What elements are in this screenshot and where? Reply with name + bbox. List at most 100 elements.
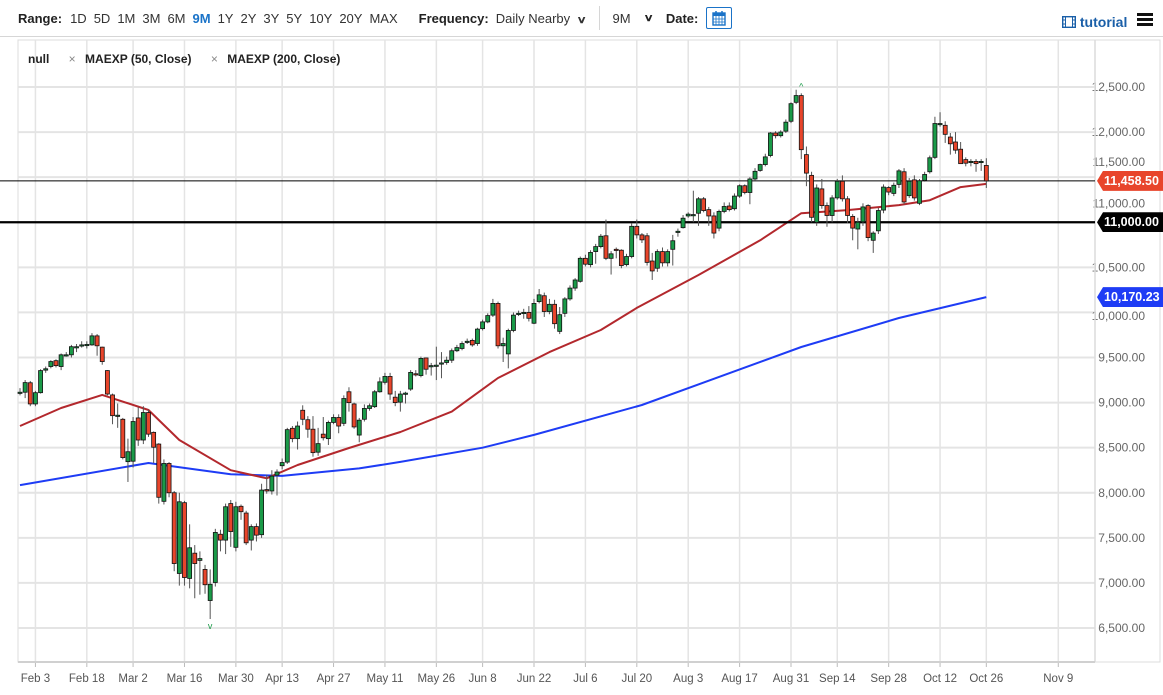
candle-up — [737, 184, 742, 198]
candle-body — [63, 354, 69, 357]
range-button-10y[interactable]: 10Y — [309, 10, 333, 26]
candle-body — [84, 344, 90, 347]
candle-down — [351, 402, 357, 429]
candle-up — [752, 168, 758, 181]
candle-down — [336, 414, 342, 434]
candle-up — [449, 348, 455, 363]
candle-up — [572, 278, 578, 291]
x-tick-label: Apr 27 — [317, 673, 351, 685]
candle-body — [351, 403, 357, 428]
toolbar: Range: 1D 5D 1M 3M 6M 9M 1Y 2Y 3Y 5Y 10Y 20Y MAX Fre… — [0, 0, 1163, 37]
range-button-3y[interactable]: 3Y — [263, 10, 280, 26]
range-button-2y[interactable]: 2Y — [240, 10, 257, 26]
y-tick-label: 7,000.00 — [1098, 576, 1145, 590]
candle-down — [495, 301, 501, 349]
candle-body — [793, 95, 799, 103]
candle-up — [38, 369, 43, 394]
candle-up — [485, 313, 491, 324]
frequency-dropdown[interactable]: Daily Nearby ∨ — [496, 11, 587, 26]
candle-down — [711, 212, 717, 239]
candle-body — [906, 180, 912, 197]
range-button-3m[interactable]: 3M — [142, 10, 161, 26]
y-tick-label: 10,500.00 — [1092, 260, 1146, 274]
candle-body — [238, 505, 244, 513]
range-button-1y[interactable]: 1Y — [217, 10, 234, 26]
candle-up — [212, 528, 218, 587]
candle-body — [726, 205, 732, 211]
candle-up — [197, 551, 203, 595]
candle-up — [829, 195, 835, 223]
candle-down — [649, 252, 655, 280]
candle-body — [500, 343, 506, 347]
candle-down — [953, 132, 958, 154]
candle-body — [469, 339, 475, 346]
candle-body — [511, 314, 516, 331]
candle-body — [377, 381, 383, 393]
candle-up — [875, 207, 881, 234]
candle-down — [942, 121, 948, 143]
candle-down — [238, 504, 244, 520]
candle-up — [223, 503, 229, 555]
range-button-9m[interactable]: 9M — [192, 10, 211, 26]
range-button-6m[interactable]: 6M — [167, 10, 186, 26]
candle-body — [706, 209, 712, 217]
candle-body — [156, 443, 162, 498]
range-button-20y[interactable]: 20Y — [339, 10, 363, 26]
candle-down — [706, 206, 712, 226]
date-picker-button[interactable] — [706, 7, 733, 29]
candle-body — [958, 148, 964, 165]
range-button-5y[interactable]: 5Y — [286, 10, 303, 26]
candle-body — [917, 180, 922, 204]
ma200-value-tag: 10,170.23 — [1097, 287, 1163, 308]
range-button-1d[interactable]: 1D — [70, 10, 87, 26]
candle-down — [824, 202, 830, 227]
candle-body — [896, 170, 902, 185]
candle-down — [845, 196, 850, 224]
candle-up — [814, 184, 820, 226]
candle-body — [973, 160, 979, 165]
candle-body — [341, 398, 347, 424]
range-button-max[interactable]: MAX — [369, 10, 398, 26]
candle-body — [459, 343, 465, 349]
y-tick-label: 9,500.00 — [1098, 351, 1145, 365]
candle-body — [809, 174, 814, 218]
candle-body — [315, 443, 321, 453]
candle-body — [598, 235, 604, 248]
remove-ma50-icon[interactable]: × — [68, 52, 76, 66]
candle-body — [552, 303, 557, 325]
candle-down — [613, 247, 619, 259]
candle-up — [187, 524, 193, 589]
x-tick-label: Jul 20 — [621, 673, 652, 685]
candle-up — [295, 421, 300, 450]
range-button-1m[interactable]: 1M — [117, 10, 136, 26]
candle-up — [896, 169, 902, 188]
candle-up — [279, 458, 285, 470]
hamburger-menu-icon[interactable] — [1137, 13, 1153, 28]
candle-body — [881, 186, 886, 211]
candle-up — [716, 209, 722, 232]
candle-down — [726, 202, 732, 212]
range-button-5d[interactable]: 5D — [93, 10, 111, 26]
candle-body — [331, 417, 336, 423]
candle-down — [192, 545, 198, 599]
x-tick-label: May 11 — [367, 673, 404, 685]
y-tick-label: 7,500.00 — [1098, 531, 1145, 545]
tutorial-link[interactable]: tutorial — [1061, 14, 1127, 30]
candle-down — [963, 157, 969, 167]
candle-body — [310, 428, 316, 454]
period-dropdown[interactable]: 9M ∨ — [612, 11, 653, 26]
candle-down — [413, 370, 419, 377]
candle-body — [279, 462, 285, 467]
candle-up — [608, 251, 614, 275]
candle-body — [521, 312, 527, 315]
candle-up — [577, 256, 583, 283]
candle-body — [680, 217, 686, 229]
candle-down — [469, 338, 475, 347]
y-tick-label: 11,500.00 — [1093, 155, 1146, 169]
candle-body — [115, 414, 121, 417]
candle-up — [233, 501, 239, 552]
candle-body — [711, 215, 717, 234]
candle-up — [459, 341, 465, 351]
remove-ma200-icon[interactable]: × — [210, 52, 218, 66]
